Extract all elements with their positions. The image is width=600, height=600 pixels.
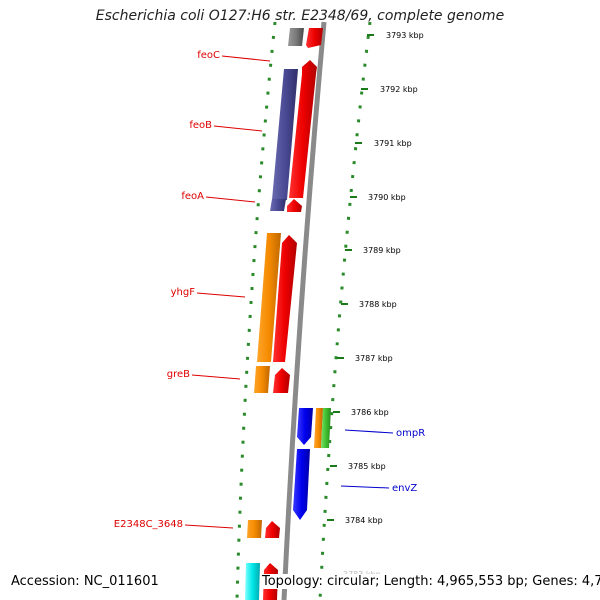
gene-greB bbox=[254, 366, 270, 393]
scale-tick-3785: 3785 kbp bbox=[348, 462, 386, 471]
scale-tick-3788: 3788 kbp bbox=[359, 300, 397, 309]
gene-yhgF-red bbox=[273, 235, 297, 362]
gene-label-ompR: ompR bbox=[396, 428, 425, 439]
scale-tick-3789: 3789 kbp bbox=[363, 246, 401, 255]
gene-label-E2348C_3648: E2348C_3648 bbox=[114, 519, 183, 530]
scale-tick-3793: 3793 kbp bbox=[386, 31, 424, 40]
accession-label: Accession: NC_011601 bbox=[9, 574, 161, 589]
gene-label-feoB: feoB bbox=[189, 120, 212, 131]
gene-E2348C_3648-red bbox=[265, 521, 280, 538]
gene-feoB bbox=[272, 69, 298, 200]
topology-label: Topology: circular; Length: 4,965,553 bp… bbox=[260, 574, 600, 589]
gene-label-envZ: envZ bbox=[392, 483, 417, 494]
gene-label-feoC: feoC bbox=[197, 50, 220, 61]
gene-ompR-green bbox=[321, 408, 331, 448]
scale-tick-3787: 3787 kbp bbox=[355, 354, 393, 363]
scale-tick-3792: 3792 kbp bbox=[380, 85, 418, 94]
map-title: Escherichia coli O127:H6 str. E2348/69, … bbox=[95, 8, 505, 24]
gene-top-red bbox=[306, 28, 323, 48]
scale-tick-marks bbox=[327, 34, 374, 521]
gene-label-lines bbox=[184, 55, 394, 529]
gene-greB-red bbox=[273, 368, 290, 393]
gene-yhgF bbox=[257, 233, 281, 362]
gene-label-yhgF: yhgF bbox=[171, 287, 196, 298]
gene-feoB-lower bbox=[270, 199, 286, 211]
scale-tick-3790: 3790 kbp bbox=[368, 193, 406, 202]
scale-tick-3791: 3791 kbp bbox=[374, 139, 412, 148]
gene-top-gray bbox=[288, 28, 304, 46]
gene-bottom-cyan bbox=[245, 563, 260, 600]
gene-label-greB: greB bbox=[167, 369, 190, 380]
gene-label-feoA: feoA bbox=[181, 191, 204, 202]
scale-tick-3786: 3786 kbp bbox=[351, 408, 389, 417]
scale-tick-3784: 3784 kbp bbox=[345, 516, 383, 525]
gene-E2348C_3648 bbox=[247, 520, 262, 538]
genome-backbone bbox=[281, 21, 327, 600]
gene-feoB-red bbox=[289, 60, 317, 198]
gene-envZ bbox=[293, 449, 310, 520]
gene-ompR bbox=[297, 408, 313, 445]
gene-ompR-orange bbox=[314, 408, 323, 448]
outer-dotted-ring bbox=[318, 21, 372, 600]
gene-feoA-red bbox=[287, 199, 302, 212]
